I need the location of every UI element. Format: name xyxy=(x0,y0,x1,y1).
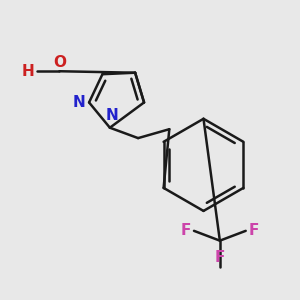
Text: F: F xyxy=(215,250,225,265)
Text: F: F xyxy=(249,223,259,238)
Text: N: N xyxy=(106,108,118,123)
Text: O: O xyxy=(53,55,66,70)
Text: F: F xyxy=(181,223,191,238)
Text: N: N xyxy=(73,95,85,110)
Text: H: H xyxy=(22,64,35,79)
